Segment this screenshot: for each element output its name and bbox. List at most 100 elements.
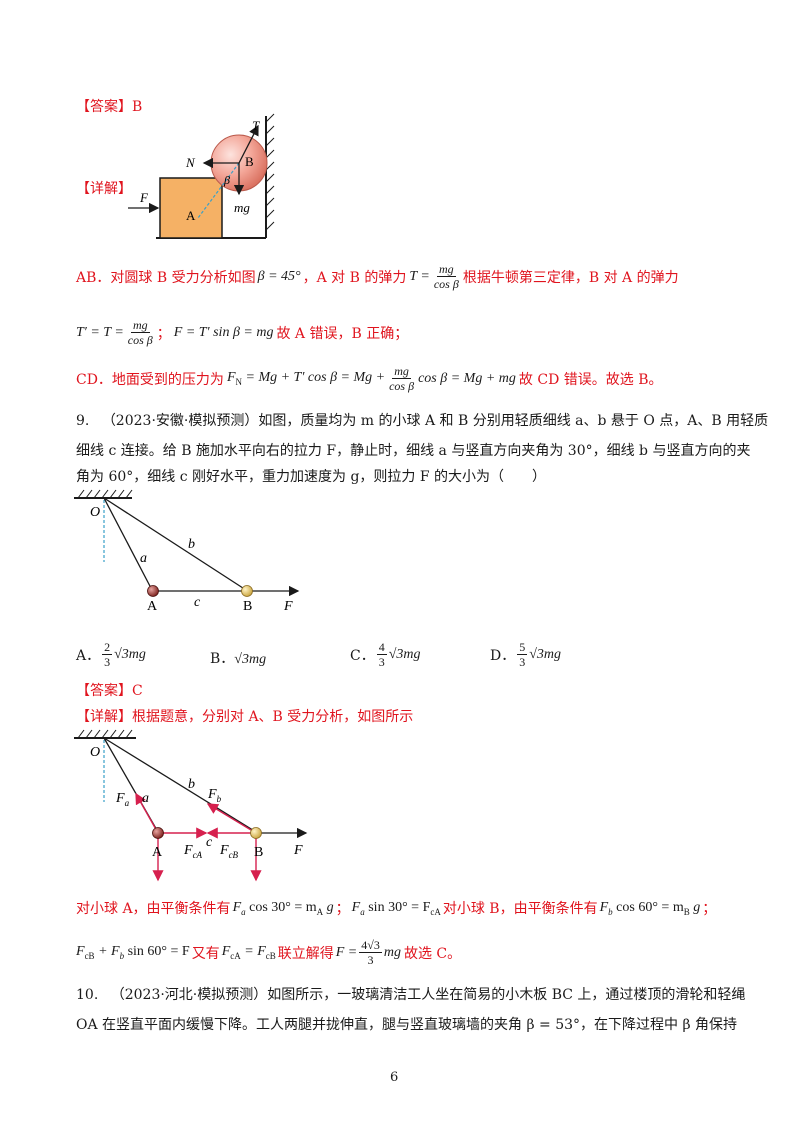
solution-text: 对小球 A，由平衡条件有 — [76, 901, 231, 917]
fb-symbol: F — [207, 787, 217, 802]
label-a: A — [186, 208, 196, 223]
equation: Fa sin 30° = FcA — [352, 900, 441, 917]
question-source: （2023·安徽·模拟预测） — [101, 413, 259, 429]
eq-sub: b — [608, 906, 613, 917]
fraction-den: 3 — [378, 655, 385, 669]
arrow-fb — [206, 803, 257, 834]
eq-rhs: + F — [94, 944, 120, 960]
label-fa: Fa — [115, 791, 130, 808]
label-fca: FcA — [183, 843, 203, 860]
page-number: 6 — [390, 1070, 399, 1085]
fcb-symbol: F — [219, 843, 229, 858]
fraction-num: mg — [437, 262, 456, 277]
eq-sub: a — [241, 906, 246, 917]
solution-text: 故 CD 错误。故选 B。 — [518, 371, 663, 388]
fraction-den: cos β — [127, 333, 153, 347]
fa-symbol: F — [115, 791, 125, 806]
label-b-string: b — [188, 777, 195, 792]
equation: FcB + Fb sin 60° = F — [76, 944, 190, 961]
arrow-t — [238, 124, 259, 164]
eq-sub: cB — [265, 950, 276, 961]
question-10-line-1: 10. （2023·河北·模拟预测）如图所示，一玻璃清洁工人坐在简易的小木板 B… — [76, 984, 745, 1004]
question-10-line-2: OA 在竖直平面内缓慢下降。工人两腿并拢伸直，腿与竖直玻璃墙的夹角 β = 53… — [76, 1017, 738, 1033]
question-9-line-3: 角为 60°，细线 c 刚好水平，重力加速度为 g，则拉力 F 的大小为（ ） — [76, 469, 547, 485]
eq-symbol: F — [221, 944, 231, 960]
label-n: N — [185, 155, 196, 170]
detail-label: 【详解】 — [76, 709, 132, 725]
equation-beta: β = 45° — [257, 268, 301, 284]
contact-line — [197, 162, 240, 219]
solution-9-line-2: FcB + Fb sin 60° = F 又有 FcA = FcB 联立解得 F… — [76, 938, 461, 967]
solution-line-3: CD．地面受到的压力为 FN = Mg + T′ cos β = Mg + mg… — [76, 364, 662, 393]
question-text: 如图，质量均为 m 的小球 A 和 B 分别用轻质细线 a、b 悬于 O 点，A… — [258, 413, 769, 429]
eq-sub: cA — [230, 950, 241, 961]
option-value: √3mg — [388, 646, 421, 662]
equation: FcA = FcB — [222, 944, 276, 961]
label-mg: mg — [234, 200, 250, 215]
label-t: T — [252, 118, 260, 133]
figure-ball-block: T N B β mg F A — [128, 113, 275, 239]
ceiling-hatch — [77, 729, 133, 739]
eq-symbol: F — [226, 370, 236, 386]
label-a-string: a — [140, 551, 147, 566]
detail-line: 【详解】根据题意，分别对 A、B 受力分析，如图所示 — [76, 706, 413, 726]
option-value: √3mg — [114, 646, 146, 662]
wall-hatch — [265, 113, 275, 231]
solution-text: 根据牛顿第三定律，B 对 A 的弹力 — [462, 269, 679, 286]
equation: Fb cos 60° = mB g — [600, 900, 701, 917]
fcb-sub: cB — [229, 850, 239, 860]
eq-rhs: cos β = Mg + mg — [418, 370, 516, 386]
equation-f: F = T′ sin β = mg — [173, 324, 274, 340]
solution-text: ； — [335, 901, 350, 917]
label-o: O — [90, 745, 100, 760]
question-9-line-1: 9. （2023·安徽·模拟预测）如图，质量均为 m 的小球 A 和 B 分别用… — [76, 410, 768, 430]
fraction: mg cos β — [387, 364, 416, 393]
arrow-fa — [135, 792, 159, 834]
eq-symbol: F — [232, 899, 242, 915]
fraction-num: mg — [392, 364, 411, 379]
eq-sub: b — [119, 950, 125, 961]
equation-fn: FN = Mg + T′ cos β = Mg + — [227, 370, 385, 387]
option-letter: C． — [350, 647, 375, 664]
solution-text: AB．对圆球 B 受力分析如图 — [76, 269, 256, 286]
eq-sub: cA — [430, 906, 441, 917]
fraction-den: cos β — [389, 379, 415, 393]
label-ball-b: B — [254, 845, 263, 860]
figure-force-analysis: O Fa a b Fb FcA c FcB A B F — [74, 729, 308, 882]
block-a — [159, 177, 223, 239]
solution-text: ； — [702, 901, 717, 917]
ball-a — [152, 827, 164, 839]
string-b — [103, 737, 257, 833]
eq-symbol: F — [76, 944, 85, 960]
eq-rhs: cos 60° = m — [612, 899, 684, 915]
eq-sub: B — [683, 906, 690, 917]
label-ball-b: B — [243, 599, 252, 614]
eq-sub: cB — [84, 950, 95, 961]
fraction-num: mg — [130, 318, 150, 333]
option-b[interactable]: B．√3mg — [210, 648, 266, 668]
question-number: 9. — [76, 413, 90, 429]
eq-sub: a — [360, 906, 365, 917]
solution-text: ； — [156, 325, 171, 342]
fraction-den: cos β — [433, 277, 459, 291]
solution-text: ，A 对 B 的弹力 — [302, 269, 407, 286]
equation-t: T = — [409, 268, 430, 284]
option-value: √3mg — [234, 652, 267, 667]
solution-line-2: T′ = T = mg cos β ； F = T′ sin β = mg 故 A… — [76, 318, 408, 347]
equation: Fa cos 30° = mA g — [233, 900, 334, 917]
solution-text: 故选 C。 — [403, 945, 462, 962]
label-beta: β — [223, 173, 230, 187]
fraction-den: 3 — [104, 655, 111, 669]
fraction-num: 4√3 — [359, 938, 382, 953]
option-letter: B． — [210, 651, 235, 667]
solution-line-1: AB．对圆球 B 受力分析如图 β = 45° ，A 对 B 的弹力 T = m… — [76, 262, 679, 291]
eq-sub: N — [235, 376, 243, 387]
label-fb: Fb — [207, 787, 222, 804]
question-number: 10. — [76, 987, 99, 1003]
fa-sub: a — [125, 798, 130, 808]
label-b: B — [245, 154, 254, 169]
